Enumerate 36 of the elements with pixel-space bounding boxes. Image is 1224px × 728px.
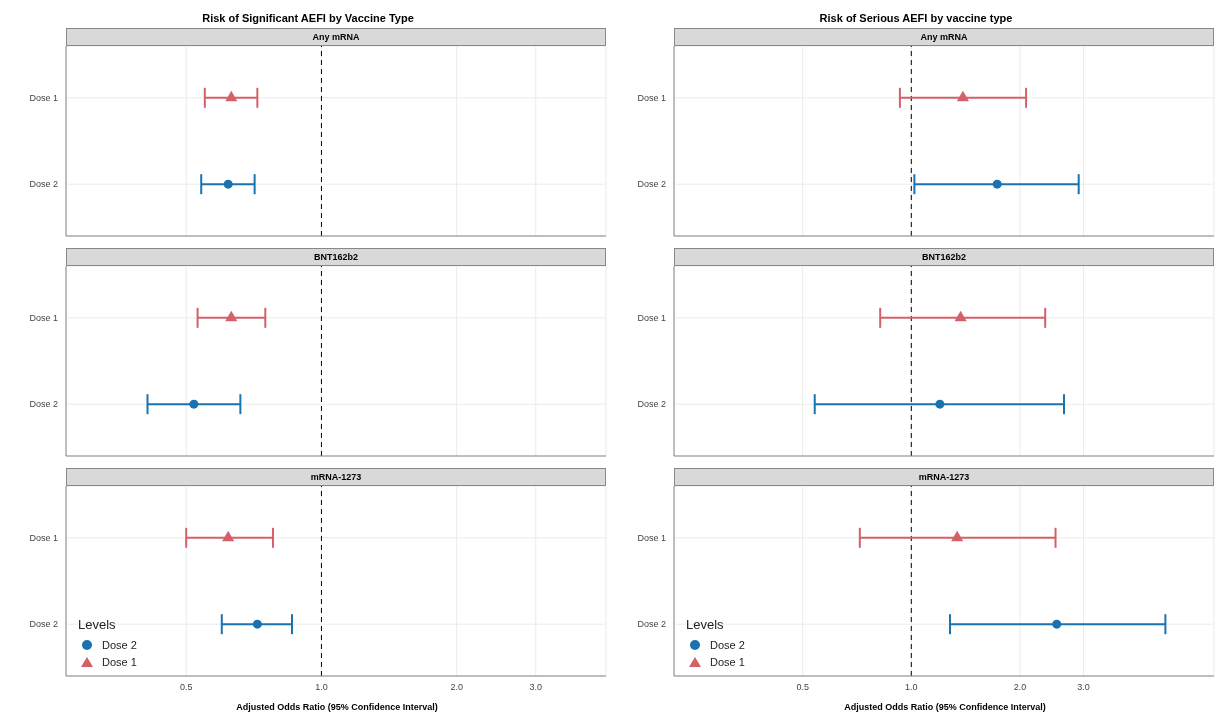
y-tick-label: Dose 1 <box>637 93 666 104</box>
chart-subtitle: mRNA-1273 <box>66 468 606 486</box>
x-tick-label: 3.0 <box>529 682 543 693</box>
y-tick-label: Dose 1 <box>29 533 58 544</box>
y-tick-label: Dose 2 <box>29 179 58 190</box>
y-tick-label: Dose 1 <box>637 533 666 544</box>
chart-subtitle: BNT162b2 <box>674 248 1214 266</box>
x-tick-label: 1.0 <box>905 682 918 693</box>
x-tick-label: 2.0 <box>1013 682 1027 693</box>
legend-label: Dose 1 <box>710 655 745 668</box>
x-tick-label: 1.0 <box>315 682 328 693</box>
chart-subtitle: Any mRNA <box>66 28 606 46</box>
x-tick-label: 0.5 <box>796 682 809 693</box>
legend-label: Dose 2 <box>710 638 745 651</box>
y-tick-label: Dose 1 <box>29 93 58 104</box>
x-tick-label: 3.0 <box>1077 682 1090 693</box>
y-tick-label: Dose 1 <box>29 313 58 324</box>
chart-title: Risk of Serious AEFI by vaccine type <box>818 11 1014 26</box>
legend-title: Levels <box>686 617 725 632</box>
y-tick-label: Dose 2 <box>29 399 58 410</box>
legend-title: Levels <box>78 617 117 632</box>
chart-subtitle: BNT162b2 <box>66 248 606 266</box>
legend-label: Dose 1 <box>102 655 137 668</box>
y-tick-label: Dose 2 <box>637 399 666 410</box>
y-tick-label: Dose 2 <box>29 619 58 630</box>
legend-label: Dose 2 <box>102 638 137 651</box>
y-tick-label: Dose 2 <box>637 619 666 630</box>
x-tick-label: 2.0 <box>450 682 463 693</box>
x-axis-title: Adjusted Odds Ratio (95% Confidence Interval) <box>843 702 1047 714</box>
y-tick-label: Dose 2 <box>637 179 666 190</box>
chart-subtitle: Any mRNA <box>674 28 1214 46</box>
x-axis-title: Adjusted Odds Ratio (95% Confidence Interval) <box>235 702 439 714</box>
chart-title: Risk of Significant AEFI by Vaccine Type <box>201 11 415 26</box>
y-tick-label: Dose 1 <box>637 313 666 324</box>
chart-subtitle: mRNA-1273 <box>674 468 1214 486</box>
x-tick-label: 0.5 <box>179 682 193 693</box>
